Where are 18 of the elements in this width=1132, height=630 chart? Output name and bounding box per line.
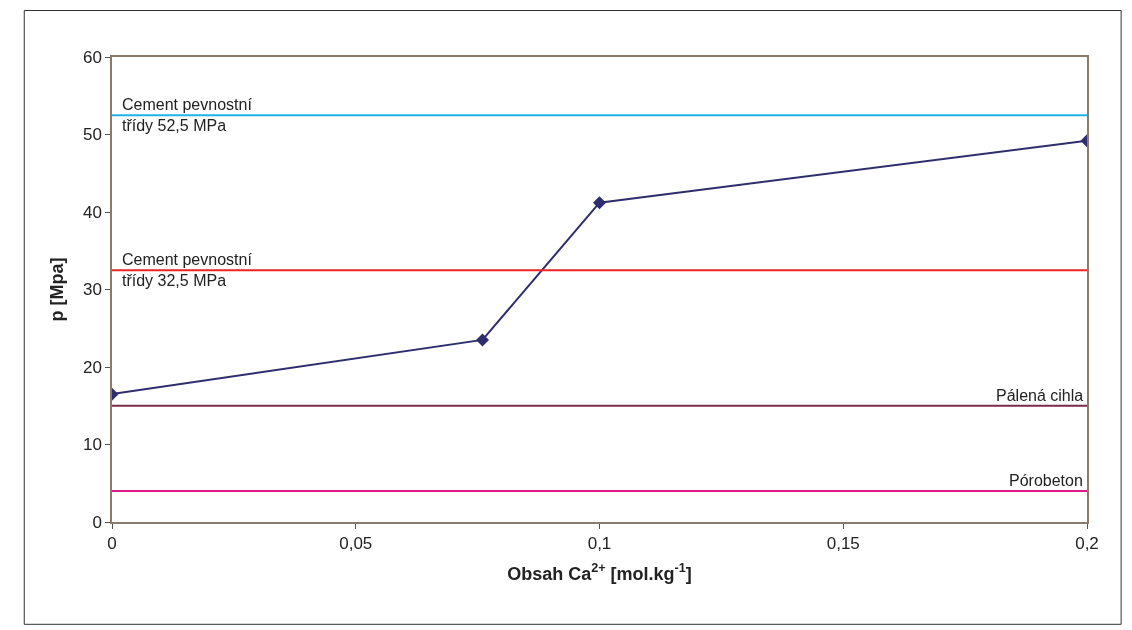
x-tick-label: 0,15 <box>826 534 860 554</box>
y-tick-label: 40 <box>82 202 102 222</box>
x-tick-label: 0,2 <box>1075 534 1099 554</box>
y-tick-label: 0 <box>92 512 102 532</box>
y-axis-title: p [Mpa] <box>46 257 67 322</box>
ref-line-label: Pórobeton <box>1009 472 1083 489</box>
x-tick-label: 0,05 <box>339 534 373 554</box>
ref-line-label: Cement pevnostní třídy 32,5 MPa <box>122 251 253 289</box>
ref-line-label: Pálená cihla <box>996 387 1084 404</box>
x-tick-label: 0,1 <box>587 534 612 554</box>
x-tick-label: 0 <box>107 534 117 554</box>
y-tick-label: 60 <box>82 47 102 67</box>
y-tick-label: 10 <box>82 435 102 455</box>
y-tick-label: 30 <box>82 280 102 300</box>
x-axis-title: Obsah Ca$^{2+}$ [mol.kg$^{-1}$] <box>507 561 692 584</box>
y-tick-label: 50 <box>82 125 102 145</box>
ref-line-label: Cement pevnostní třídy 52,5 MPa <box>122 96 253 134</box>
y-tick-label: 20 <box>82 357 102 377</box>
